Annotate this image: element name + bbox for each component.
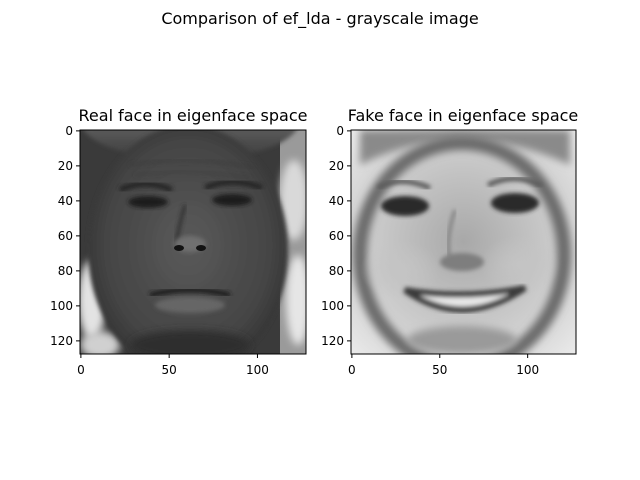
x-tick-label: 0 — [77, 363, 85, 377]
y-tick-label: 60 — [329, 229, 344, 243]
y-tick-label: 20 — [58, 159, 73, 173]
axes-frame-real — [79, 129, 307, 355]
figure-suptitle: Comparison of ef_lda - grayscale image — [161, 9, 478, 29]
axes-frame-fake — [350, 129, 577, 355]
real-face-image — [80, 130, 306, 354]
y-tick-label: 20 — [329, 159, 344, 173]
y-tick-label: 120 — [50, 334, 73, 348]
y-tick-label: 100 — [50, 299, 73, 313]
y-tick-label: 60 — [58, 229, 73, 243]
y-tick-label: 0 — [65, 124, 73, 138]
x-tick-label: 0 — [348, 363, 356, 377]
y-tick-label: 0 — [336, 124, 344, 138]
y-tick-label: 80 — [58, 264, 73, 278]
y-tick-label: 40 — [329, 194, 344, 208]
y-tick-label: 100 — [321, 299, 344, 313]
panel-fake-face: Fake face in eigenface space 0 50 — [321, 106, 578, 377]
ticks-fake: 0 50 100 0 20 40 60 80 100 120 — [321, 124, 539, 377]
x-tick-label: 50 — [162, 363, 177, 377]
y-tick-label: 40 — [58, 194, 73, 208]
fake-face-image — [351, 130, 576, 354]
x-tick-label: 100 — [246, 363, 269, 377]
panel-title-real: Real face in eigenface space — [79, 106, 308, 125]
ticks-real: 0 50 100 0 20 40 60 80 100 120 — [50, 124, 269, 377]
x-tick-label: 100 — [516, 363, 539, 377]
panel-title-fake: Fake face in eigenface space — [348, 106, 579, 125]
y-tick-label: 80 — [329, 264, 344, 278]
x-tick-label: 50 — [432, 363, 447, 377]
panel-real-face: Real face in eigenface space — [50, 106, 308, 377]
y-tick-label: 120 — [321, 334, 344, 348]
